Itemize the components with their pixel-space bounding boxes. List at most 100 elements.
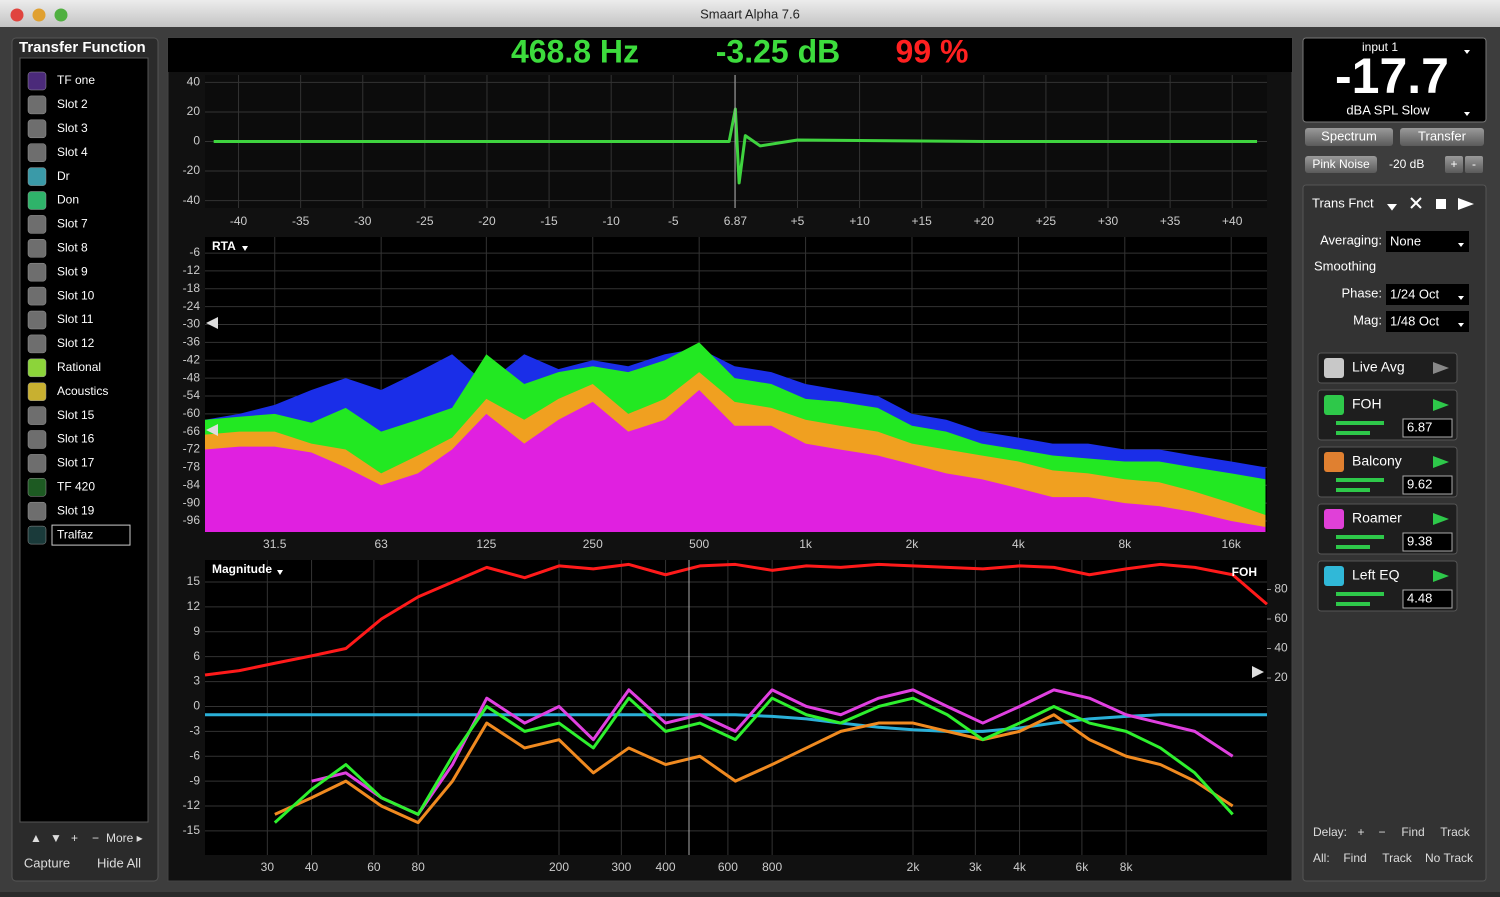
- meter-mode[interactable]: dBA SPL Slow: [1346, 102, 1430, 117]
- mode-button-label[interactable]: Transfer: [1418, 128, 1467, 143]
- slot-swatch[interactable]: [27, 310, 47, 330]
- plot-title[interactable]: Magnitude: [212, 562, 272, 576]
- slot-label[interactable]: Slot 3: [57, 121, 88, 135]
- measurement-swatch[interactable]: [1324, 509, 1344, 529]
- measurement-name[interactable]: Roamer: [1352, 510, 1402, 526]
- slot-swatch[interactable]: [27, 95, 47, 115]
- slot-swatch[interactable]: [27, 286, 47, 306]
- slot-swatch[interactable]: [27, 382, 47, 401]
- delay-control[interactable]: +: [1357, 825, 1364, 839]
- delay-field[interactable]: [1402, 418, 1453, 438]
- slot-swatch[interactable]: [27, 334, 47, 354]
- delay-field[interactable]: [1402, 532, 1453, 552]
- slot-swatch[interactable]: [27, 191, 47, 210]
- delay-value[interactable]: 9.38: [1407, 533, 1432, 548]
- slot-swatch[interactable]: [27, 501, 47, 521]
- phase-select[interactable]: [1386, 284, 1469, 305]
- delay-control[interactable]: Find: [1401, 825, 1424, 839]
- measurement-name[interactable]: FOH: [1352, 396, 1382, 412]
- measurement-swatch[interactable]: [1324, 358, 1344, 378]
- slot-swatch[interactable]: [27, 71, 47, 91]
- measurement-name[interactable]: Live Avg: [1352, 359, 1405, 375]
- generator-level[interactable]: -20 dB: [1389, 157, 1424, 171]
- list-button[interactable]: +: [71, 831, 78, 845]
- measurement-play[interactable]: [1433, 513, 1449, 525]
- delay-value[interactable]: 9.62: [1407, 476, 1432, 491]
- slot-label[interactable]: Slot 16: [57, 432, 95, 446]
- slot-label[interactable]: Slot 7: [57, 217, 88, 231]
- averaging-value[interactable]: None: [1390, 233, 1421, 248]
- level-button-label[interactable]: -: [1472, 157, 1476, 171]
- stop-button[interactable]: [1436, 199, 1446, 209]
- slot-label[interactable]: Tralfaz: [57, 527, 93, 541]
- slot-label[interactable]: Slot 2: [57, 97, 88, 111]
- slot-label[interactable]: Don: [57, 193, 79, 207]
- slot-label[interactable]: Slot 12: [57, 336, 95, 350]
- measurement-play[interactable]: [1433, 456, 1449, 468]
- measurement-name[interactable]: Left EQ: [1352, 567, 1400, 583]
- slot-label[interactable]: Slot 9: [57, 264, 88, 278]
- measurement-name[interactable]: Balcony: [1352, 453, 1402, 469]
- slot-name-field[interactable]: [51, 524, 131, 546]
- plot-title[interactable]: RTA: [212, 239, 236, 253]
- level-button-label[interactable]: +: [1450, 157, 1457, 171]
- slot-label[interactable]: TF 420: [57, 479, 95, 493]
- measurement-swatch[interactable]: [1324, 395, 1344, 415]
- slot-label[interactable]: TF one: [57, 73, 95, 87]
- tools-icon[interactable]: [1387, 197, 1422, 211]
- track-control[interactable]: Find: [1343, 851, 1366, 865]
- meter-source[interactable]: input 1: [1362, 40, 1398, 54]
- slot-swatch[interactable]: [27, 525, 47, 545]
- slot-swatch[interactable]: [27, 119, 47, 139]
- slot-label[interactable]: Dr: [57, 169, 70, 183]
- delay-control[interactable]: −: [1378, 825, 1385, 839]
- measurement-play[interactable]: [1433, 570, 1449, 582]
- mag-select[interactable]: [1386, 311, 1469, 332]
- delay-control[interactable]: Delay:: [1313, 825, 1347, 839]
- close-button[interactable]: [10, 8, 24, 22]
- list-button[interactable]: −: [92, 831, 99, 845]
- play-button[interactable]: [1458, 198, 1474, 210]
- slot-swatch[interactable]: [27, 478, 47, 497]
- minimize-button[interactable]: [32, 8, 46, 22]
- slot-label[interactable]: Acoustics: [57, 384, 108, 398]
- mode-button[interactable]: [1305, 128, 1393, 146]
- track-control[interactable]: No Track: [1425, 851, 1474, 865]
- mag-value[interactable]: 1/48 Oct: [1390, 313, 1440, 328]
- slot-label[interactable]: Rational: [57, 360, 101, 374]
- slot-label[interactable]: Slot 17: [57, 456, 95, 470]
- slot-swatch[interactable]: [27, 143, 47, 162]
- delay-field[interactable]: [1402, 589, 1453, 609]
- level-button[interactable]: [1445, 156, 1463, 173]
- list-button[interactable]: ▼: [50, 831, 62, 845]
- level-button[interactable]: [1465, 156, 1483, 173]
- slot-swatch[interactable]: [27, 454, 47, 473]
- list-button[interactable]: ▲: [30, 831, 42, 845]
- measurement-play[interactable]: [1433, 362, 1449, 374]
- slot-label[interactable]: Slot 4: [57, 145, 88, 159]
- delay-control[interactable]: Track: [1440, 825, 1471, 839]
- slot-swatch[interactable]: [27, 262, 47, 282]
- list-button[interactable]: More ▸: [106, 831, 143, 845]
- track-control[interactable]: All:: [1313, 851, 1330, 865]
- measurement-swatch[interactable]: [1324, 452, 1344, 472]
- slot-label[interactable]: Slot 11: [57, 312, 94, 326]
- sidebar-action[interactable]: Hide All: [97, 855, 141, 870]
- slot-swatch[interactable]: [27, 406, 47, 425]
- delay-value[interactable]: 4.48: [1407, 590, 1432, 605]
- slot-swatch[interactable]: [27, 430, 47, 449]
- slot-swatch[interactable]: [27, 239, 47, 258]
- generator-button[interactable]: [1305, 156, 1377, 173]
- slot-label[interactable]: Slot 10: [57, 288, 95, 302]
- mode-button[interactable]: [1400, 128, 1484, 146]
- slot-swatch[interactable]: [27, 167, 47, 186]
- delay-value[interactable]: 6.87: [1407, 419, 1432, 434]
- measurement-play[interactable]: [1433, 399, 1449, 411]
- phase-value[interactable]: 1/24 Oct: [1390, 286, 1440, 301]
- averaging-select[interactable]: [1386, 231, 1469, 252]
- delay-field[interactable]: [1402, 475, 1453, 495]
- generator-label[interactable]: Pink Noise: [1312, 157, 1370, 171]
- mode-button-label[interactable]: Spectrum: [1321, 128, 1377, 143]
- measurement-swatch[interactable]: [1324, 566, 1344, 586]
- track-control[interactable]: Track: [1382, 851, 1413, 865]
